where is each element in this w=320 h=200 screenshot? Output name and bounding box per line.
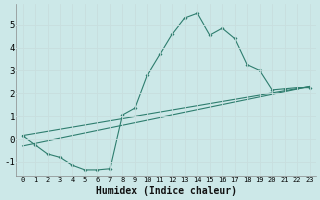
X-axis label: Humidex (Indice chaleur): Humidex (Indice chaleur) — [96, 186, 236, 196]
